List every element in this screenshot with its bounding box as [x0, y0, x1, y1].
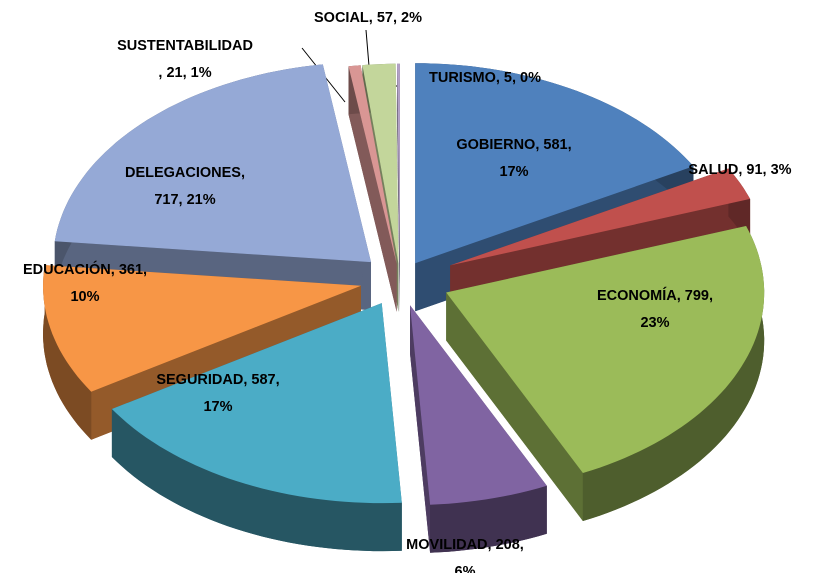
slice	[410, 305, 547, 505]
data-label: 6%	[455, 564, 476, 573]
slice-side	[582, 226, 765, 521]
slice	[43, 265, 361, 392]
slice-group	[348, 65, 397, 312]
data-label: TURISMO, 5, 0%	[429, 70, 541, 86]
slice-side	[111, 409, 402, 552]
slice	[348, 65, 397, 264]
data-label: EDUCACIÓN, 361,	[23, 260, 147, 278]
data-label: SOCIAL, 57, 2%	[314, 10, 422, 26]
slice	[397, 63, 400, 264]
slice-group	[410, 305, 547, 553]
data-label: DELEGACIONES,	[125, 165, 245, 181]
data-label: 17%	[203, 399, 232, 415]
slice-side	[446, 292, 583, 521]
slice	[450, 168, 751, 266]
slice-side	[348, 66, 397, 312]
slice-group	[111, 303, 402, 552]
data-label: ECONOMÍA, 799,	[597, 287, 713, 304]
data-label: MOVILIDAD, 208,	[406, 537, 524, 553]
slice	[54, 64, 372, 263]
slice-side	[430, 485, 547, 553]
data-label: SEGURIDAD, 587,	[156, 372, 279, 388]
slice	[111, 303, 402, 504]
slice-side	[43, 265, 92, 440]
data-label: SUSTENTABILIDAD	[117, 38, 253, 54]
slice-group	[446, 226, 765, 521]
data-label: 717, 21%	[154, 192, 215, 208]
slice-side	[410, 305, 431, 553]
data-label: SALUD, 91, 3%	[688, 162, 791, 178]
data-label: 10%	[70, 289, 99, 305]
slice	[362, 63, 399, 264]
slice-group	[397, 63, 400, 312]
slice	[446, 226, 765, 473]
data-label: , 21, 1%	[158, 65, 211, 81]
slice	[415, 63, 694, 264]
data-label: GOBIERNO, 581,	[456, 137, 571, 153]
data-label: 23%	[640, 315, 669, 331]
slice-side	[397, 63, 400, 312]
data-label: 17%	[499, 164, 528, 180]
